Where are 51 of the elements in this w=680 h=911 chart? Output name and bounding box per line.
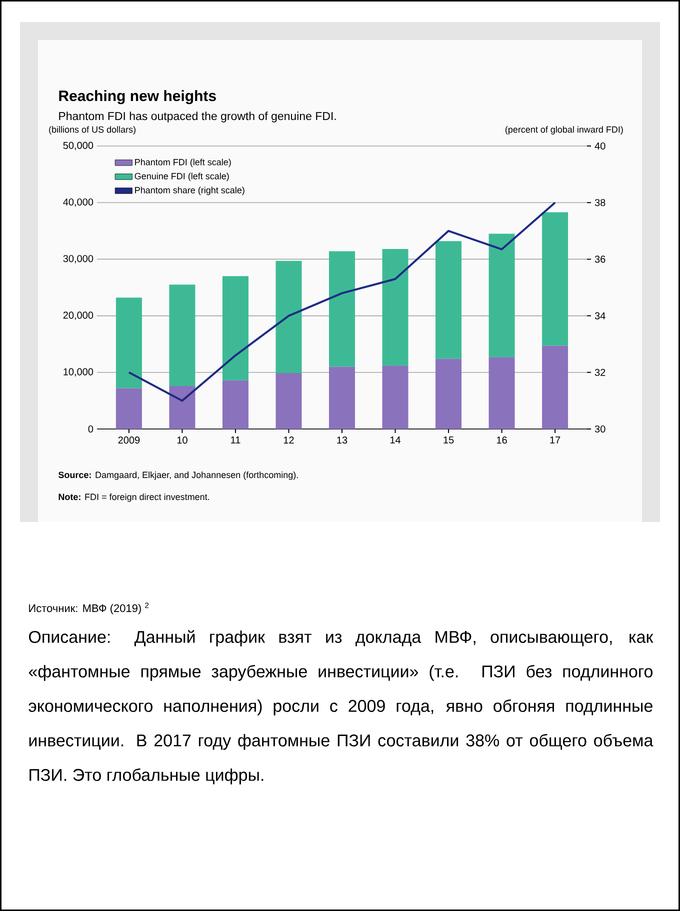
bar [328, 251, 355, 367]
bar [436, 241, 462, 359]
text: Note: FDI = foreign direct investment. [58, 493, 209, 502]
x-tick-label: 13 [337, 436, 348, 444]
chart-title: Reaching new heights [59, 90, 216, 104]
y-tick-label: 40,000 [63, 198, 94, 207]
bar [328, 366, 355, 429]
bar [116, 388, 142, 429]
x-tick-label: 14 [390, 436, 401, 444]
bar [382, 366, 408, 429]
bar [222, 380, 248, 429]
y2-tick-label: 34 [594, 312, 606, 320]
bar [382, 249, 408, 366]
y-tick-label: 50,000 [63, 142, 94, 150]
y2-tick-label: 32 [594, 368, 606, 376]
y2-tick-label: 36 [594, 256, 606, 263]
legend-label: Phantom share (right scale) [135, 186, 244, 196]
bar [542, 212, 568, 346]
x-tick-label: 12 [284, 436, 294, 444]
text: Описание: Данный график взят из доклада МВФ, описывающего, как «фантомные прямые зарубежные инвестиции» (т.е. ПЗИ без подлинного экономического наполнения) росли с 2009 года, явно обгоняя подлинные инвестиции. В 2017 году фантомные ПЗИ составили 38% от общего объема ПЗИ. Это глобальные цифры. [28, 630, 654, 784]
x-tick-label: 2009 [118, 436, 140, 444]
legend-label: Phantom FDI (left scale) [135, 158, 231, 168]
bar [169, 284, 196, 386]
bar [116, 298, 142, 388]
y2-tick-label: 40 [594, 142, 606, 150]
x-tick-label: 10 [177, 436, 188, 444]
bar [222, 276, 248, 380]
y-tick-label: 30,000 [63, 255, 94, 264]
bar [276, 372, 302, 429]
bar [488, 357, 515, 429]
text: Источник: МВФ (2019) $^{2}$ [29, 602, 149, 614]
legend-label: Genuine FDI (left scale) [134, 172, 229, 182]
line-series [128, 202, 556, 402]
y-axis-title: (billions of US dollars) [49, 126, 136, 134]
x-tick-label: 11 [231, 436, 240, 444]
bar [488, 234, 515, 358]
x-tick-label: 15 [444, 436, 454, 444]
y-tick-label: 10,000 [64, 368, 94, 377]
x-tick-label: 17 [550, 436, 560, 444]
y-tick-label: 20,000 [63, 312, 94, 320]
bar [542, 346, 568, 429]
bar [169, 386, 196, 429]
chart-subtitle: Phantom FDI has outpaced the growth of genuine FDI. [59, 112, 336, 122]
y2-tick-label: 30 [594, 425, 606, 433]
text: Source: Damgaard, Elkjaer, and Johannesen (forthcoming). [58, 471, 298, 480]
bar [276, 260, 302, 373]
x-tick-label: 16 [496, 436, 507, 444]
y2-tick-label: 38 [594, 199, 606, 206]
y2-axis-title: (percent of global inward FDI) [505, 126, 623, 134]
y-tick-label: 0 [88, 425, 94, 433]
bar [436, 358, 462, 429]
